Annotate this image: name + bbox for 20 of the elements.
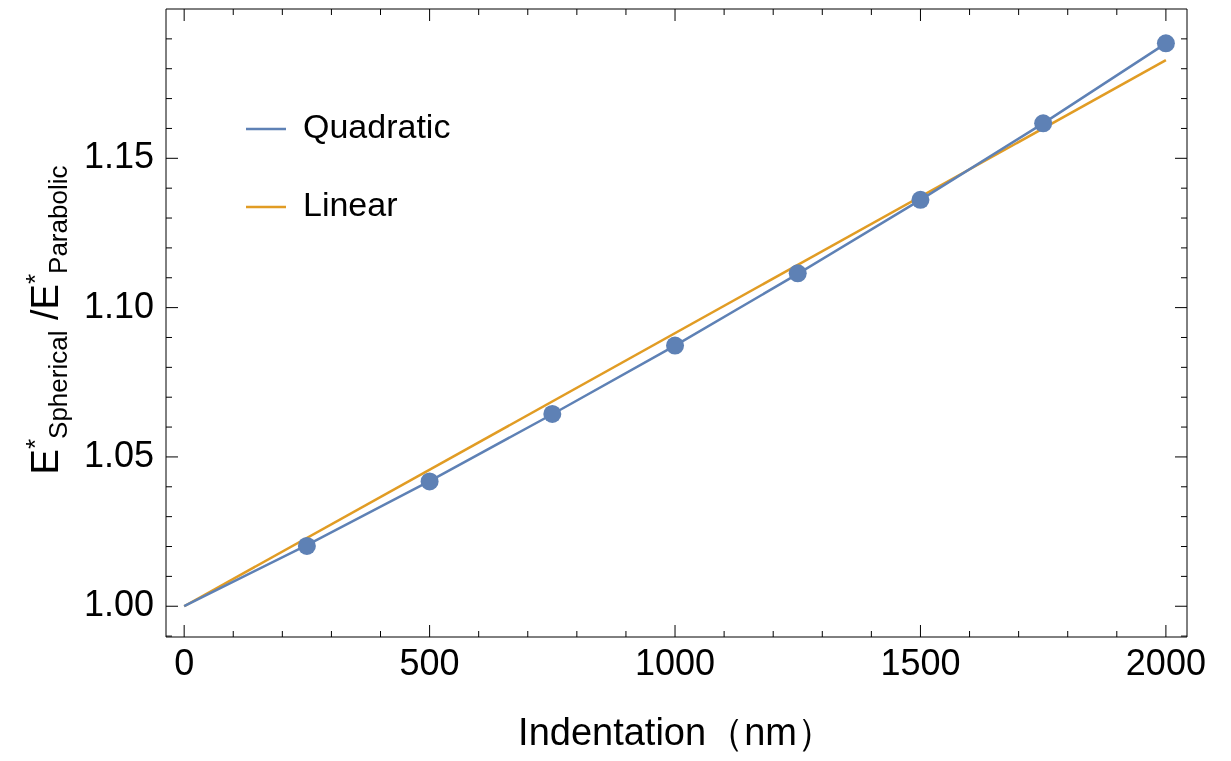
x-tick-label: 2000 [1125,641,1206,683]
y-tick-label: 1.00 [83,583,154,625]
legend-label: Linear [303,185,398,224]
point [420,472,439,491]
x-tick-label: 1500 [880,641,961,683]
x-tick-label: 0 [174,641,195,683]
x-axis-title: Indentation（nm） [518,710,835,753]
legend-label: Quadratic [303,107,451,146]
point [788,264,807,283]
y-tick-label: 1.10 [83,284,154,326]
x-tick-label: 1000 [634,641,716,683]
x-tick-label: 500 [399,641,460,683]
point [543,404,562,423]
y-tick-label: 1.05 [83,433,154,475]
y-tick-label: 1.15 [83,135,154,177]
point [1156,34,1175,53]
point [911,190,930,209]
point [297,536,316,555]
point [1034,114,1053,133]
point [666,336,685,355]
